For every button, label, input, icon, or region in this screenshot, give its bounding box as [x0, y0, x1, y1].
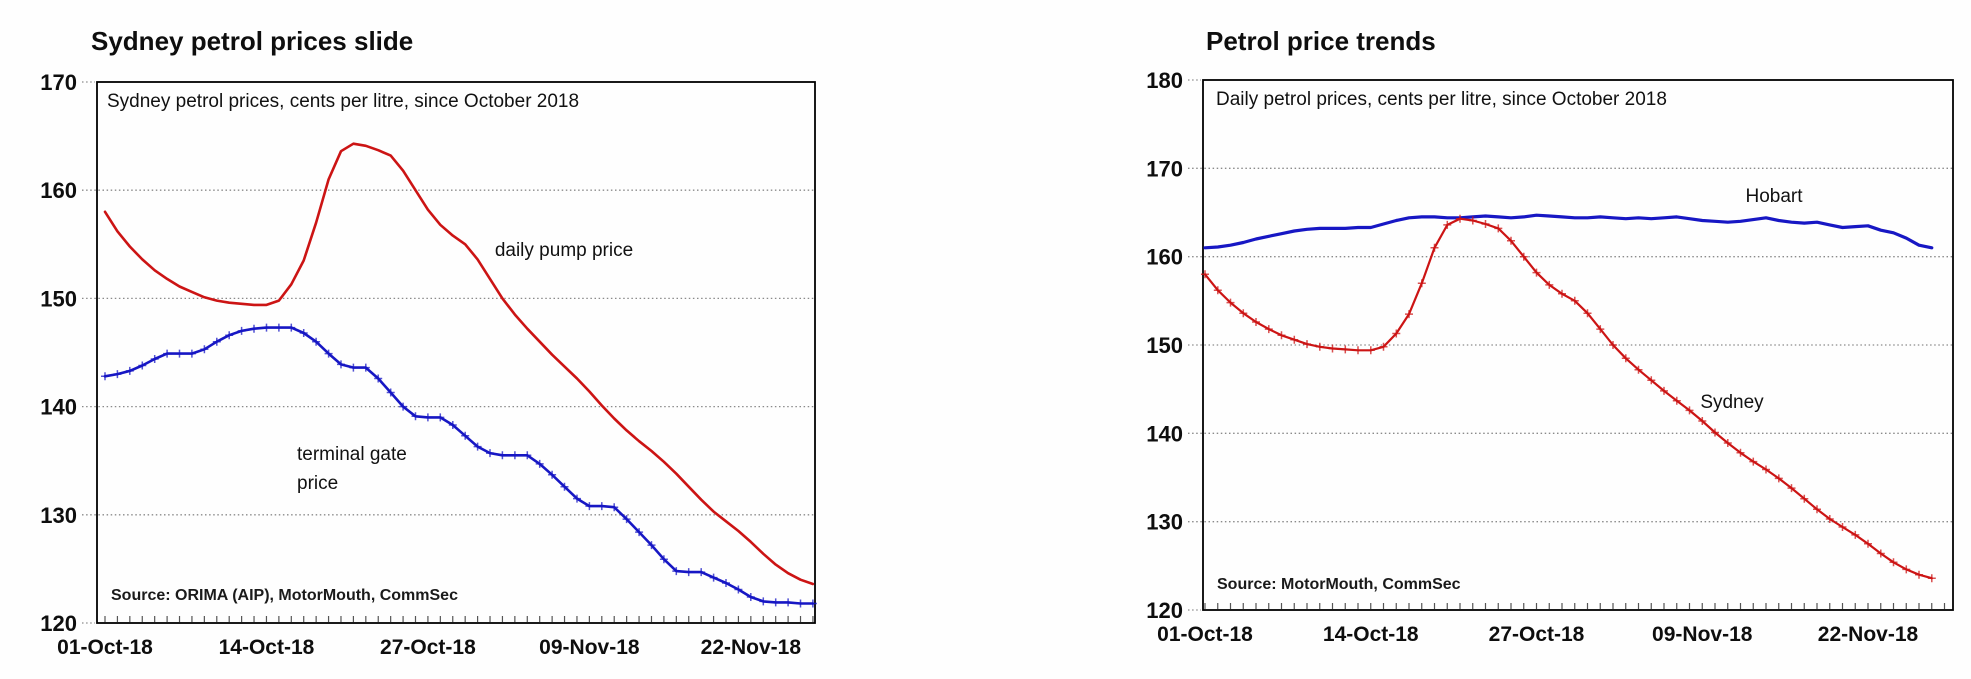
- series-label-terminal-gate-price: terminal gate price: [297, 440, 407, 498]
- svg-text:160: 160: [40, 178, 77, 203]
- series-label-terminal-gate-line1: terminal gate: [297, 444, 407, 465]
- svg-text:170: 170: [1146, 156, 1183, 181]
- svg-text:140: 140: [40, 395, 77, 420]
- svg-text:160: 160: [1146, 245, 1183, 270]
- svg-text:150: 150: [40, 286, 77, 311]
- trends-chart-plot-area: 120 130 140 150 160 170 180 01-Oct-18 14-Oct-18 2…: [1146, 68, 1954, 646]
- series-label-hobart: Hobart: [1745, 186, 1803, 207]
- series-label-daily-pump-price: daily pump price: [494, 240, 634, 261]
- svg-text:150: 150: [1146, 333, 1183, 358]
- series-label-sydney: Sydney: [1700, 392, 1764, 413]
- svg-text:22-Nov-18: 22-Nov-18: [1818, 623, 1919, 646]
- svg-text:09-Nov-18: 09-Nov-18: [1652, 623, 1753, 646]
- svg-text:170: 170: [40, 70, 77, 95]
- chart-title-right: Petrol price trends: [1206, 26, 1436, 56]
- chart-sydney-petrol-prices-slide: 120 130 140 150 160 170 01-Oct-18 14-Oct-18 27-O…: [0, 0, 880, 679]
- chart-subtitle-right: Daily petrol prices, cents per litre, si…: [1216, 89, 1667, 110]
- source-note-left: Source: ORIMA (AIP), MotorMouth, CommSec: [111, 587, 458, 604]
- chart-petrol-price-trends: 120 130 140 150 160 170 180 01-Oct-18 14-Oct-18 2…: [1100, 0, 1971, 679]
- svg-text:01-Oct-18: 01-Oct-18: [57, 636, 153, 659]
- svg-text:120: 120: [1146, 598, 1183, 623]
- chart-title-left: Sydney petrol prices slide: [91, 26, 414, 56]
- svg-text:09-Nov-18: 09-Nov-18: [539, 636, 640, 659]
- svg-text:14-Oct-18: 14-Oct-18: [1323, 623, 1419, 646]
- series-label-terminal-gate-line2: price: [297, 473, 339, 494]
- svg-text:130: 130: [1146, 510, 1183, 535]
- svg-text:140: 140: [1146, 421, 1183, 446]
- chart-subtitle-left: Sydney petrol prices, cents per litre, s…: [107, 91, 580, 112]
- svg-text:01-Oct-18: 01-Oct-18: [1157, 623, 1253, 646]
- svg-text:27-Oct-18: 27-Oct-18: [380, 636, 476, 659]
- svg-text:180: 180: [1146, 68, 1183, 93]
- svg-text:130: 130: [40, 503, 77, 528]
- svg-text:14-Oct-18: 14-Oct-18: [219, 636, 315, 659]
- svg-text:27-Oct-18: 27-Oct-18: [1489, 623, 1585, 646]
- svg-text:22-Nov-18: 22-Nov-18: [701, 636, 802, 659]
- source-note-right: Source: MotorMouth, CommSec: [1217, 576, 1461, 593]
- sydney-chart-plot-area: 120 130 140 150 160 170 01-Oct-18 14-Oct-18 27-O…: [40, 70, 817, 659]
- svg-text:120: 120: [40, 611, 77, 636]
